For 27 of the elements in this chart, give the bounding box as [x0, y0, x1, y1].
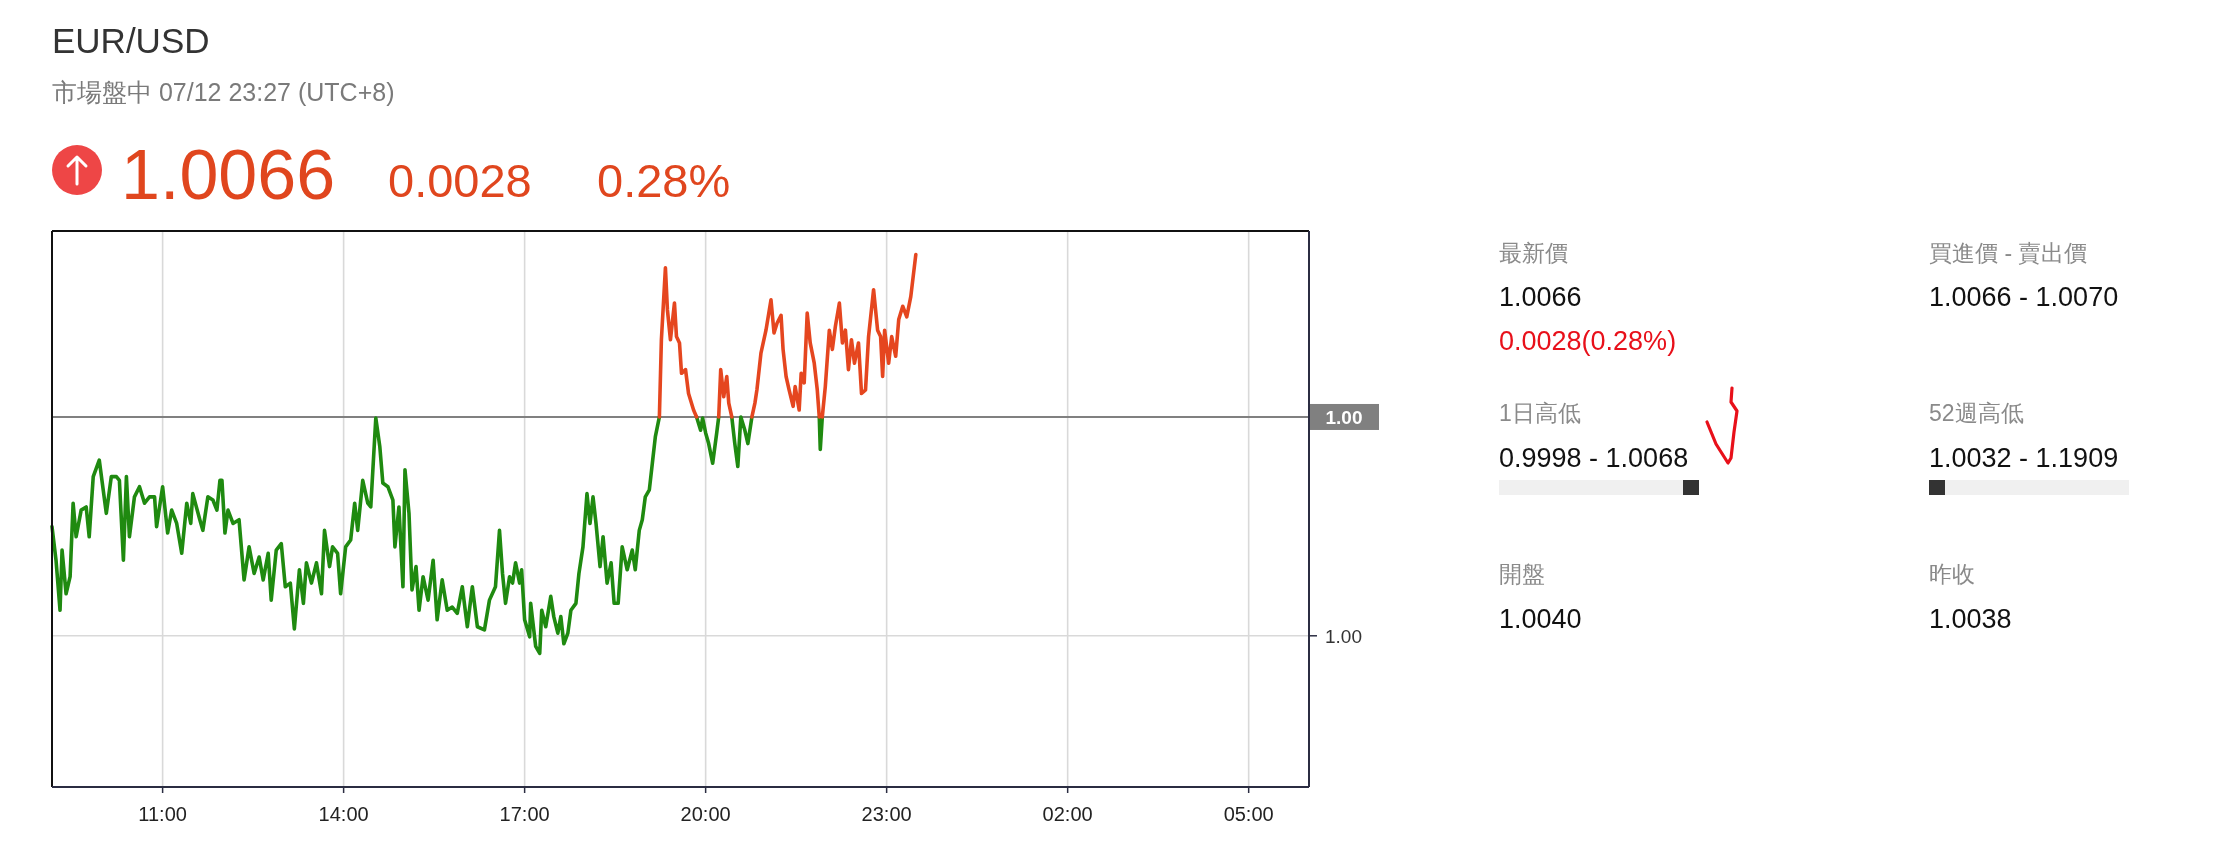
text: 0.9998 - 1.0068 [1499, 443, 1689, 473]
text: 1.0040 [1499, 604, 1582, 634]
chart-title: EUR/USD [52, 21, 210, 60]
text: 1日高低 [1499, 400, 1581, 426]
text: 買進價 - 賣出價 [1929, 240, 2088, 266]
x-tick-label: 11:00 [138, 803, 187, 825]
text: 1.0066 [1499, 282, 1582, 312]
text: 0.28% [597, 154, 731, 207]
text: 1.0038 [1929, 604, 2012, 634]
chart-subtitle: 市場盤中 07/12 23:27 (UTC+8) [52, 78, 395, 106]
text: 開盤 [1499, 561, 1545, 587]
x-tick-label: 23:00 [861, 803, 912, 825]
text: 52週高低 [1929, 400, 2024, 426]
text: 1.0066 [121, 136, 336, 214]
x-tick-label: 14:00 [318, 803, 369, 825]
text: 1.00 [1325, 625, 1362, 647]
text: 昨收 [1929, 561, 1975, 587]
text: 1.0066 - 1.0070 [1929, 282, 2119, 312]
x-tick-label: 20:00 [680, 803, 731, 825]
text: 1.0032 - 1.1909 [1929, 443, 2119, 473]
text: 0.0028(0.28%) [1499, 326, 1677, 356]
x-tick-label: 05:00 [1223, 803, 1274, 825]
text: 0.0028 [388, 154, 532, 207]
text: 1.00 [1325, 406, 1363, 428]
x-tick-label: 17:00 [499, 803, 550, 825]
x-tick-label: 02:00 [1042, 803, 1093, 825]
text: 最新價 [1499, 240, 1568, 266]
